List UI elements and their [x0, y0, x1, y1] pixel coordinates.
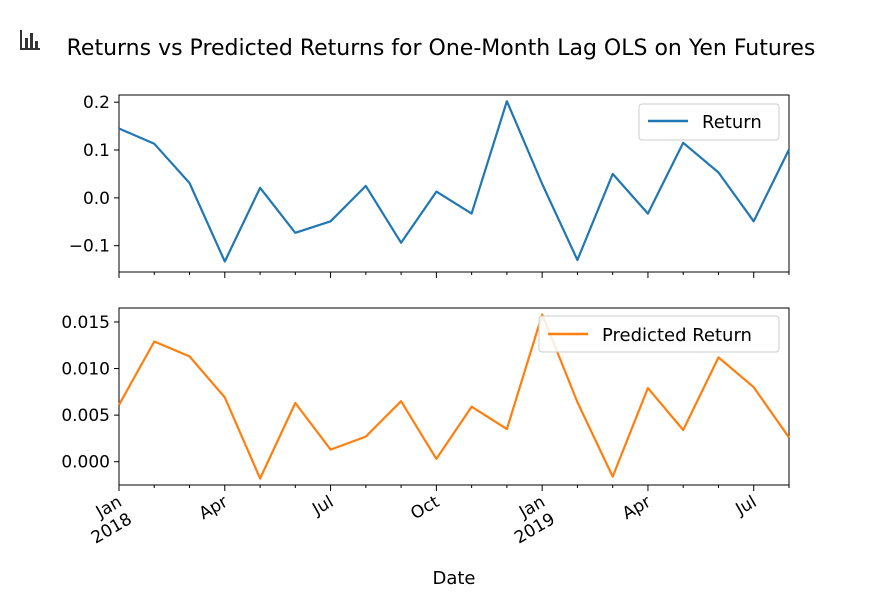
x-tick-label: Apr: [196, 492, 231, 524]
returns-y-ticks: 0.2 0.1 0.0 −0.1: [69, 93, 119, 257]
predicted-returns-y-tick-label: 0.015: [61, 313, 110, 333]
predicted-returns-y-tick-label: 0.000: [61, 453, 110, 473]
returns-axes-frame: [118, 94, 790, 273]
predicted-returns-legend: Predicted Return: [538, 315, 780, 353]
x-tick-label: Jul: [732, 492, 761, 520]
x-tick-label: Oct: [407, 492, 443, 524]
predicted-returns-lines: [118, 313, 790, 480]
returns-series-line: [118, 100, 790, 263]
returns-y-tick-label: 0.1: [83, 141, 110, 161]
x-axis-label: Date: [432, 568, 475, 589]
x-tick-label-group: Apr: [619, 492, 654, 524]
x-tick-label: Jul: [308, 492, 337, 520]
predicted-returns-y-tick-label: 0.010: [61, 360, 110, 380]
predicted-returns-axes-frame: [118, 307, 790, 486]
returns-y-tick-label: −0.1: [69, 237, 110, 257]
returns-y-tick-label: 0.0: [83, 189, 110, 209]
x-tick-label-group: Oct: [407, 492, 443, 524]
bar-chart-icon: [20, 30, 40, 50]
x-tick-label: Apr: [619, 492, 654, 524]
predicted-returns-series-line: [118, 313, 790, 480]
predicted-returns-legend-label: Predicted Return: [602, 325, 752, 346]
returns-x-ticks: [118, 272, 790, 278]
returns-y-tick-label: 0.2: [83, 93, 110, 113]
x-tick-label-group: Jul: [308, 492, 337, 520]
returns-lines: [118, 100, 790, 263]
chart-title: Returns vs Predicted Returns for One-Mon…: [67, 36, 816, 61]
returns-legend: Return: [638, 103, 780, 141]
returns-axes: 0.2 0.1 0.0 −0.1 Return: [69, 93, 790, 278]
predicted-returns-legend-box: [538, 315, 780, 353]
x-tick-label-group: Jul: [732, 492, 761, 520]
returns-legend-box: [638, 103, 780, 141]
x-tick-label-group: Apr: [196, 492, 231, 524]
predicted-returns-y-tick-label: 0.005: [61, 406, 110, 426]
returns-legend-label: Return: [702, 112, 762, 133]
predicted-returns-y-ticks: 0.015 0.010 0.005 0.000: [61, 313, 119, 473]
